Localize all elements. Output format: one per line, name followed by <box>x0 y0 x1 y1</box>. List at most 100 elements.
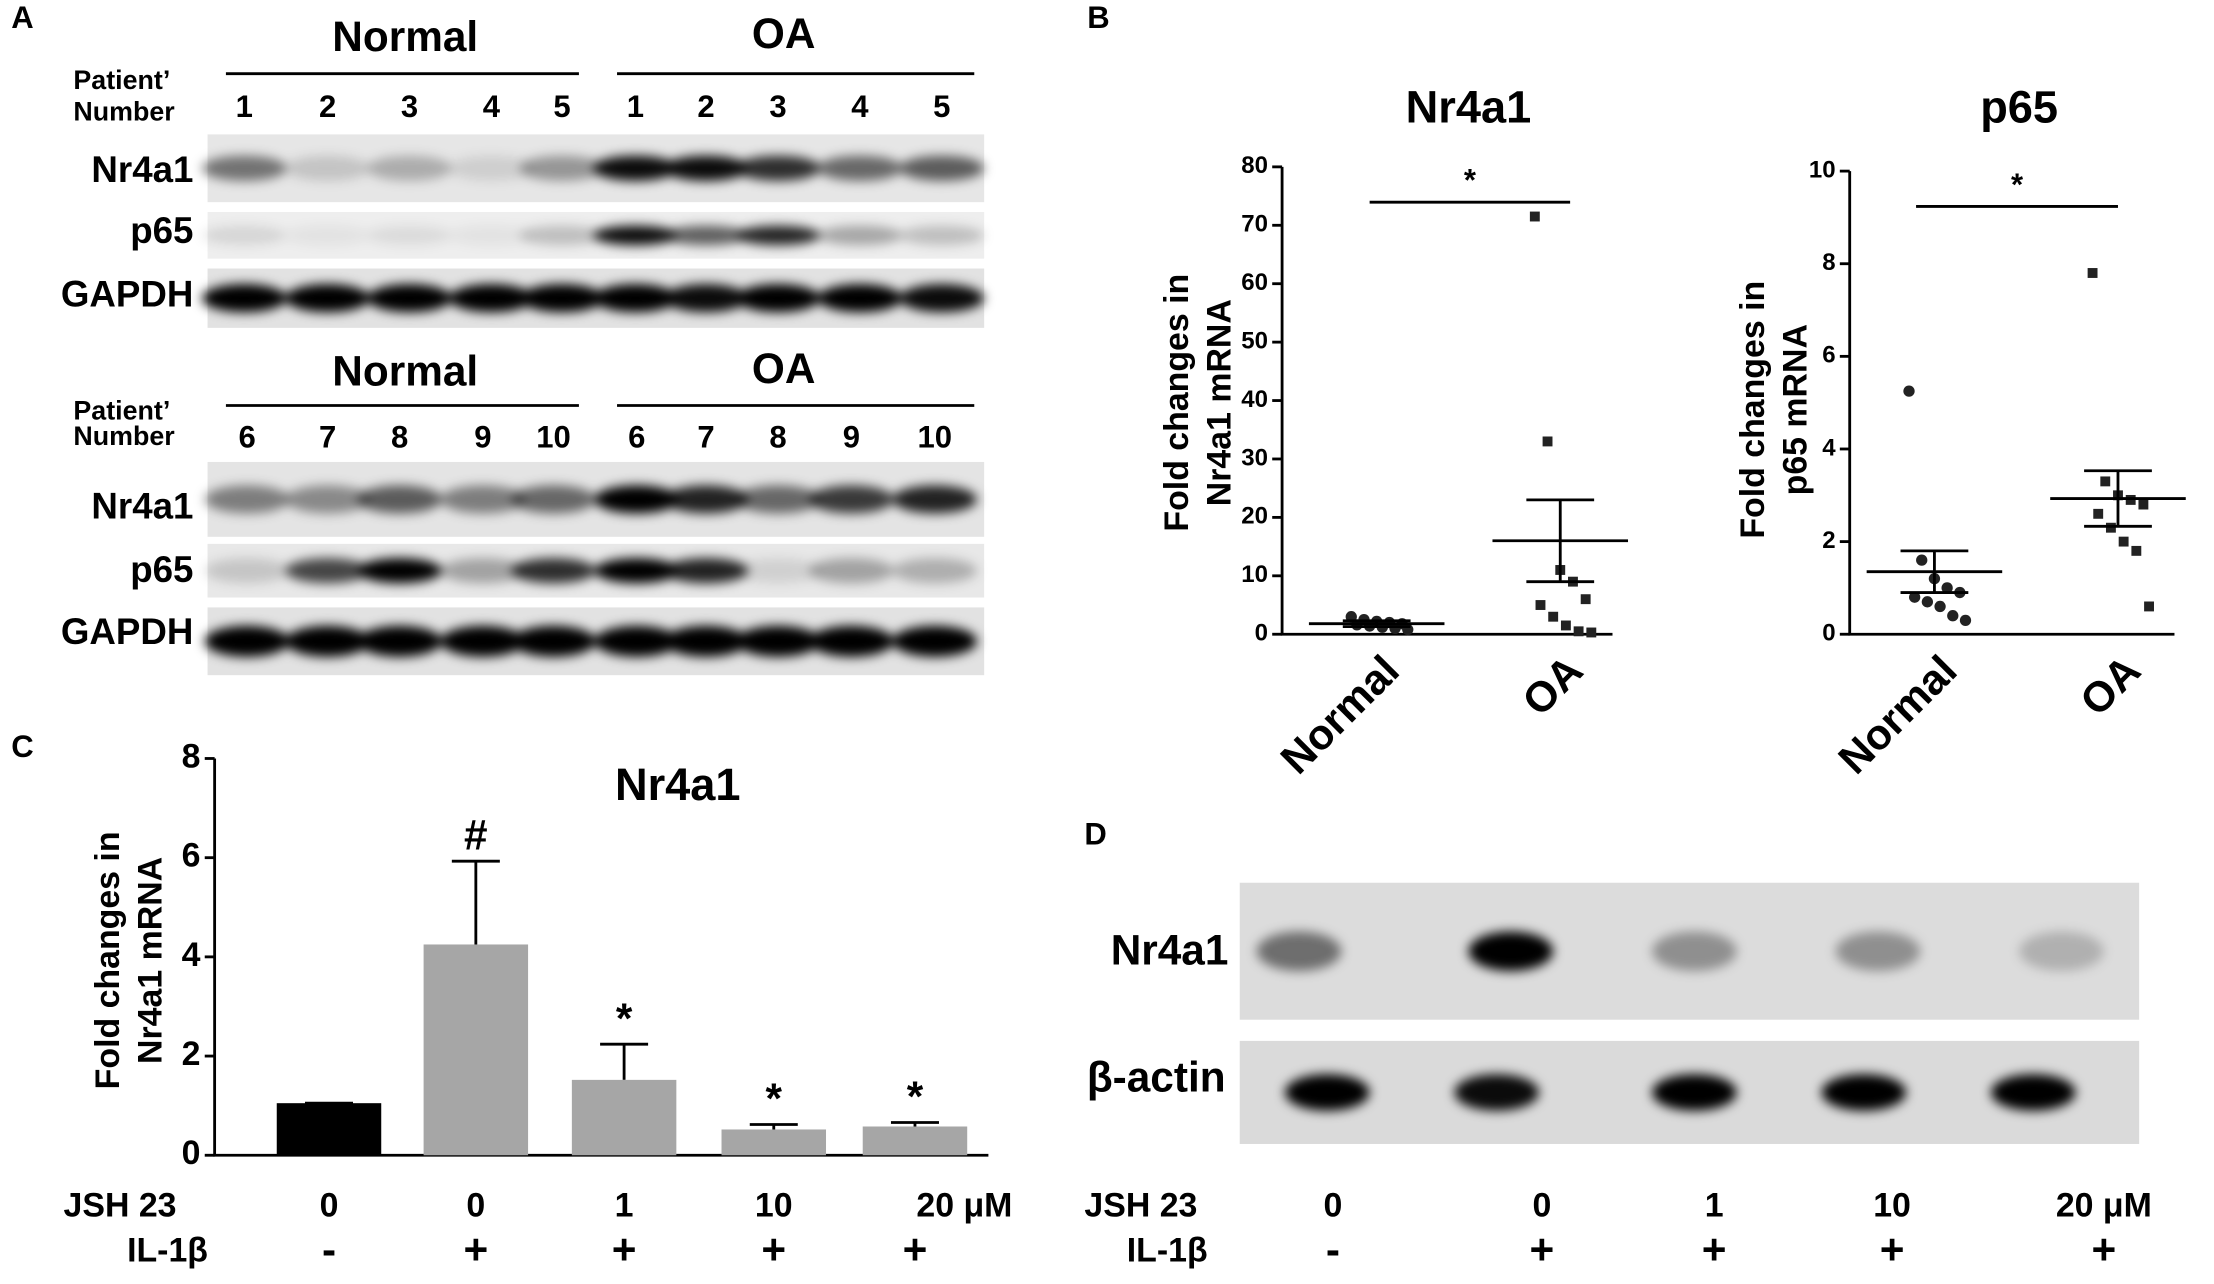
band <box>449 155 534 181</box>
y-axis-label: p65 mRNA <box>1776 324 1814 495</box>
band <box>511 485 596 514</box>
row-label: GAPDH <box>61 273 194 314</box>
blot-bands <box>204 557 978 584</box>
x-tick-label: OA <box>1513 646 1591 724</box>
band <box>2019 931 2104 971</box>
y-tick-label: 0 <box>1822 620 1835 647</box>
bar-annotation: # <box>464 812 488 859</box>
point <box>1542 436 1553 447</box>
group-label: OA <box>752 10 816 57</box>
point <box>2144 601 2154 612</box>
band <box>285 557 370 584</box>
band <box>367 284 452 313</box>
band <box>735 225 821 246</box>
point <box>1560 620 1571 631</box>
lane-number: 1 <box>627 89 644 124</box>
y-axis-label: Fold changes in <box>89 831 127 1089</box>
point <box>1947 610 1959 622</box>
band <box>817 225 903 246</box>
y-axis-label: Nr4a1 mRNA <box>131 857 169 1064</box>
y-tick-label: 40 <box>1241 386 1268 413</box>
treatment-value: 10 <box>1873 1186 1911 1224</box>
y-tick-label: 8 <box>182 737 201 775</box>
blot-bands <box>201 225 985 246</box>
point <box>1573 626 1584 637</box>
lane-number: 4 <box>483 89 501 124</box>
blot-bands <box>1256 931 2104 971</box>
treatment-value: 1 <box>1705 1186 1724 1224</box>
y-tick-label: 4 <box>1822 434 1836 461</box>
blot-bands <box>1284 1074 2076 1111</box>
treatment-value: + <box>1702 1226 1727 1273</box>
band <box>519 225 605 246</box>
y-tick-label: 80 <box>1241 152 1268 179</box>
error-bar <box>600 1042 649 1080</box>
group-label: Normal <box>332 13 478 60</box>
band <box>1835 931 1921 971</box>
band <box>449 284 534 313</box>
point <box>2138 499 2149 510</box>
bar <box>423 944 529 1156</box>
x-tick-label: + <box>903 1226 928 1273</box>
error-bar <box>1342 619 1411 629</box>
band <box>899 225 985 246</box>
point <box>2131 545 2142 556</box>
band <box>1256 931 1342 971</box>
row-label: Nr4a1 <box>1111 927 1229 974</box>
band <box>357 485 442 514</box>
panel-label: A <box>11 0 33 35</box>
axes <box>1280 166 1613 636</box>
band <box>357 557 442 584</box>
y-tick-label: 4 <box>182 936 201 974</box>
band <box>663 557 749 584</box>
x-tick-label: + <box>463 1226 488 1273</box>
treatment-value: + <box>1880 1226 1905 1273</box>
band <box>892 557 978 584</box>
lane-number: 5 <box>933 89 950 124</box>
band <box>357 625 442 657</box>
band <box>663 155 749 181</box>
band <box>1652 931 1737 971</box>
point <box>1535 600 1546 610</box>
y-tick-label: 8 <box>1822 249 1835 276</box>
y-tick-label: 6 <box>1822 342 1835 369</box>
band <box>663 284 749 313</box>
y-tick-label: 30 <box>1241 444 1268 471</box>
band <box>285 625 370 657</box>
treatment-value: 20 μM <box>2056 1186 2152 1224</box>
lane-number: 10 <box>917 420 952 455</box>
row-label: Nr4a1 <box>91 485 193 526</box>
point <box>1934 600 1946 613</box>
error-bar <box>749 1123 798 1130</box>
row-label: p65 <box>130 210 193 251</box>
row-label: β-actin <box>1087 1054 1226 1101</box>
band <box>367 155 452 181</box>
error-bar <box>890 1121 939 1127</box>
lane-number: 10 <box>536 420 571 455</box>
band <box>1284 1074 1370 1111</box>
y-tick-label: 60 <box>1241 269 1268 296</box>
band <box>367 225 452 246</box>
panel-label: B <box>1087 0 1109 35</box>
band <box>809 485 894 514</box>
group-label: OA <box>752 345 816 392</box>
x-tick-label: 0 <box>320 1186 339 1224</box>
point <box>1909 591 1921 603</box>
band <box>735 485 821 514</box>
y-tick-label: 6 <box>182 837 201 875</box>
bar-annotation: * <box>616 995 633 1042</box>
lane-number: 2 <box>319 89 336 124</box>
patient-label: Patient’ <box>73 65 170 95</box>
chart-title: p65 <box>1980 81 2058 132</box>
y-tick-label: 20 <box>1241 503 1268 530</box>
point <box>1941 582 1953 594</box>
y-tick-label: 70 <box>1241 211 1268 238</box>
y-tick-label: 2 <box>182 1035 201 1073</box>
lane-number: 2 <box>697 89 714 124</box>
point <box>2093 508 2104 519</box>
significance-label: * <box>2011 167 2024 202</box>
band <box>1468 931 1554 971</box>
band <box>809 557 894 584</box>
lane-number: 6 <box>238 420 255 455</box>
band <box>735 625 821 657</box>
